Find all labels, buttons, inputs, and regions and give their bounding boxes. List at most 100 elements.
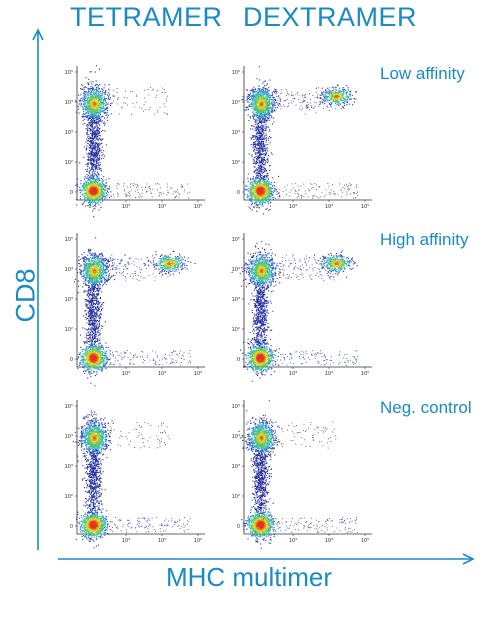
event-dot [261, 188, 263, 190]
event-dot [97, 112, 99, 114]
event-dot [261, 183, 263, 185]
event-dot [260, 183, 262, 185]
event-dot [157, 109, 158, 111]
event-dot [96, 114, 98, 116]
event-dot [85, 97, 87, 99]
event-dot [262, 126, 264, 128]
event-dot [267, 88, 269, 90]
event-dot [244, 188, 246, 190]
event-dot [261, 194, 263, 196]
event-dot [92, 178, 94, 180]
event-dot [253, 149, 255, 151]
event-dot [95, 89, 97, 91]
event-dot [258, 117, 260, 119]
event-dot [91, 153, 93, 155]
event-dot [85, 192, 87, 194]
event-dot [251, 105, 253, 107]
event-dot [273, 190, 275, 192]
event-dot [251, 105, 253, 107]
event-dot [260, 165, 262, 167]
event-dot [258, 93, 260, 95]
event-dot [262, 192, 264, 194]
event-dot [84, 123, 86, 125]
event-dot [85, 106, 87, 108]
event-dot [100, 92, 102, 94]
event-dot [269, 79, 271, 81]
event-dot [86, 191, 88, 193]
event-dot [95, 88, 97, 90]
event-dot [259, 167, 261, 169]
event-dot [149, 186, 150, 187]
event-dot [123, 183, 125, 185]
event-dot [87, 183, 89, 185]
event-dot [84, 105, 86, 107]
event-dot [104, 111, 106, 113]
event-dot [99, 127, 101, 129]
event-dot [86, 153, 88, 155]
event-dot [253, 181, 255, 183]
event-dot [85, 197, 87, 199]
event-dot [178, 193, 180, 195]
event-dot [85, 105, 87, 107]
event-dot [249, 198, 251, 200]
event-dot [97, 180, 99, 182]
event-dot [84, 192, 86, 194]
event-dot [98, 163, 100, 165]
event-dot [260, 164, 262, 166]
event-dot [148, 186, 150, 188]
event-dot [251, 209, 253, 211]
header-tetramer: TETRAMER [70, 2, 223, 32]
event-dot [100, 202, 102, 204]
event-dot [98, 113, 100, 115]
event-dot [143, 110, 144, 112]
event-dot [254, 96, 256, 98]
event-dot [99, 198, 101, 200]
event-dot [93, 183, 95, 185]
event-dot [97, 99, 99, 101]
event-dot [89, 111, 91, 113]
event-dot [88, 202, 90, 204]
event-dot [106, 116, 108, 118]
event-dot [268, 100, 270, 102]
event-dot [256, 144, 258, 146]
event-dot [262, 96, 264, 98]
event-dot [259, 172, 261, 174]
event-dot [263, 182, 265, 184]
event-dot [95, 193, 97, 195]
event-dot [99, 156, 101, 158]
event-dot [91, 193, 93, 195]
event-dot [256, 138, 258, 140]
event-dot [92, 169, 94, 171]
event-dot [107, 114, 109, 116]
event-dot [95, 87, 97, 89]
event-dot [260, 133, 262, 135]
event-dot [259, 98, 261, 100]
event-dot [90, 176, 92, 178]
event-dot [92, 112, 94, 114]
event-dot [89, 140, 91, 142]
event-dot [96, 121, 98, 123]
event-dot [266, 101, 268, 103]
event-dot [267, 185, 269, 187]
event-dot [97, 145, 99, 147]
event-dot [263, 159, 265, 161]
event-dot [264, 178, 266, 180]
event-dot [264, 89, 266, 91]
event-dot [93, 89, 95, 91]
event-dot [135, 196, 137, 198]
event-dot [258, 175, 260, 177]
event-dot [259, 108, 261, 110]
event-dot [83, 98, 85, 100]
event-dot [98, 195, 100, 197]
event-dot [254, 114, 256, 116]
event-dot [262, 138, 264, 140]
event-dot [88, 115, 90, 117]
event-dot [95, 97, 97, 99]
event-dot [260, 195, 262, 197]
event-dot [97, 173, 99, 175]
event-dot [258, 132, 260, 134]
event-dot [86, 132, 88, 134]
event-dot [88, 153, 90, 155]
event-dot [99, 180, 101, 182]
event-dot [86, 188, 88, 190]
